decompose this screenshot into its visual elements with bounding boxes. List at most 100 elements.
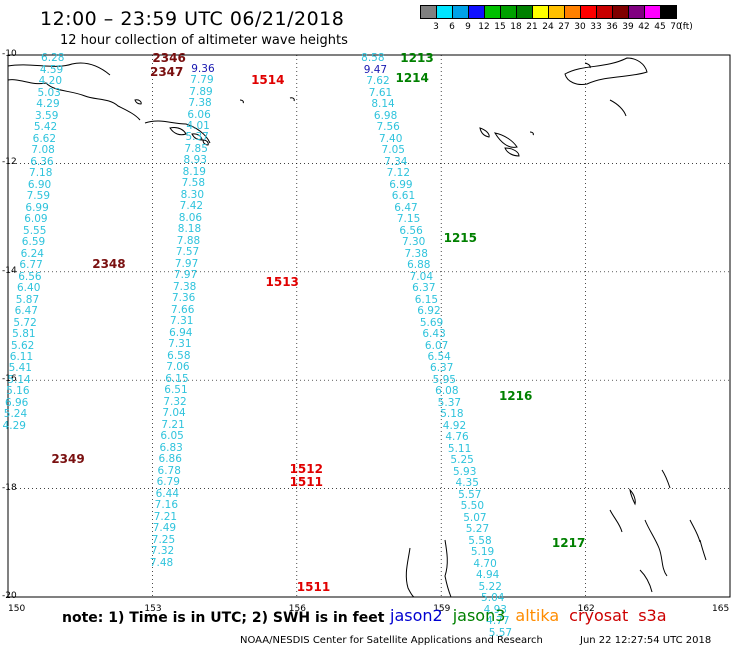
track-jason3-1213-value: 8.14 [371,97,395,110]
track-s3a-1514-value: 6.78 [157,464,181,477]
island-3 [202,139,209,146]
legend-label-15: 15 [494,22,506,32]
track-cryosat-2346-value: 6.36 [30,155,54,168]
pass-label-cryosat-2349: 2349 [51,451,85,466]
track-jason3-1213-value: 6.15 [414,293,439,306]
track-cryosat-2346-value: 6.96 [4,396,29,409]
track-cryosat-2346-value: 5.55 [23,224,47,237]
track-jason3-1213-value: 5.37 [437,396,462,409]
track-jason3-1213-value: 6.54 [427,350,451,363]
lat-tick--20: -20 [2,591,17,601]
track-cryosat-2346-value: 5.14 [7,373,31,386]
track-jason3-1213-value: 5.25 [450,454,474,467]
track-cryosat-2346-value: 5.03 [37,86,61,99]
pass-label-s3a-1512: 1512 [289,461,323,476]
track-s3a-1514-value: 5.37 [185,131,209,144]
reef-4 [644,519,668,577]
track-s3a-1514-value: 6.58 [167,349,191,362]
track-cryosat-2346-value: 6.56 [18,270,42,283]
legend-swatches [420,5,677,19]
pass-label-jason3-1217: 1217 [551,536,586,551]
lon-tick-156: 156 [288,604,306,614]
track-jason3-1213-value: 6.43 [422,327,446,340]
track-jason3-1213-value: 7.34 [384,155,408,168]
track-jason3-1213-value: 5.93 [452,465,477,478]
track-s3a-1514-value: 7.57 [175,246,200,259]
track-cryosat-2346-value: 5.16 [6,385,30,398]
track-jason3-1213-value: 6.07 [424,339,449,352]
pass-label-cryosat-2347: 2347 [149,64,184,79]
track-cryosat-2346-value: 5.81 [12,327,36,340]
track-cryosat-2346-value: 4.20 [38,74,63,87]
map-subtitle: 12 hour collection of altimeter wave hei… [60,33,348,48]
track-s3a-1514-value: 6.05 [160,429,184,442]
satellite-name-jason2: jason2 [390,606,443,625]
track-s3a-1514-value: 4.01 [186,119,210,132]
track-s3a-1514-value: 7.38 [172,280,197,293]
lon-tick-150: 150 [8,604,26,614]
track-s3a-1514-value: 8.06 [178,211,203,224]
track-cryosat-2346-value: 6.77 [19,258,43,271]
track-s3a-1514-value: 8.18 [177,223,202,236]
track-jason3-1213-value: 4.77 [486,615,510,628]
track-cryosat-2346-value: 6.40 [16,281,41,294]
track-s3a-1514-value: 7.32 [150,544,175,557]
track-s3a-1514-value: 8.30 [180,188,205,201]
track-jason3-1213-value: 6.47 [394,201,418,214]
track-jason3-1213-value: 7.05 [381,143,405,156]
satellite-name-s3a: s3a [638,606,667,625]
pass-label-s3a-1511: 1511 [289,475,323,490]
legend-labels: 3 6 9 12 15 18 21 24 27 30 33 36 39 42 45 70 (ft) [420,22,720,34]
pass-label-jason3-1215: 1215 [443,230,477,245]
track-s3a-1514-value: 7.49 [152,521,177,534]
pass-label-s3a-1511: 1511 [296,579,331,594]
track-jason3-1213-value: 7.38 [404,247,428,260]
track-cryosat-2346-value: 6.90 [27,178,52,191]
lon-tick-159: 159 [433,604,451,614]
lat-tick--18: -18 [2,482,17,493]
track-cryosat-2346-value: 5.42 [33,120,58,133]
legend-label-3: 3 [433,22,439,32]
island-1 [169,127,187,136]
track-jason3-1213-value: 6.98 [373,109,398,122]
map-title: 12:00 – 23:59 UTC 06/21/2018 [40,8,345,30]
reef-3 [629,488,636,506]
coast-new-guinea-east [7,79,141,121]
track-jason3-1213-value: 5.69 [419,316,444,329]
solomon-7 [609,99,627,117]
track-jason3-1213-value: 5.57 [458,488,482,501]
track-jason3-1213-value: 4.94 [475,569,500,582]
track-cryosat-2346-value: 5.41 [8,362,32,375]
track-s3a-1514-value: 7.97 [173,269,198,282]
track-cryosat-2346-value: 7.18 [29,166,53,179]
legend-label-27: 27 [558,22,570,32]
pass-label-s3a-1514: 1514 [251,72,285,87]
legend-label-21: 21 [526,22,538,32]
track-s3a-1514-value: 6.15 [165,372,189,385]
track-s3a-1514-value: 7.79 [190,73,214,86]
coast-louisiade-islands [144,120,211,144]
track-jason3-1213-value: 5.18 [440,408,464,421]
track-cryosat-2346-value: 6.47 [14,304,38,317]
track-s3a-1514-value: 7.06 [166,361,190,374]
track-s3a-1514-value: 6.79 [156,475,180,488]
reef-8 [639,569,653,593]
reef-5 [661,469,671,489]
pass-label-jason3-1213: 1213 [400,51,434,66]
track-jason3-1213-value: 6.37 [430,362,454,375]
track-s3a-1514-value: 7.25 [151,533,176,546]
track-jason3-1213-value: 4.35 [455,477,479,490]
australia-coast [405,547,415,598]
track-jason3-1213-value: 7.61 [368,86,393,99]
track-jason3-1213-value: 7.62 [366,74,390,87]
footer-timestamp: Jun 22 12:27:54 UTC 2018 [580,635,712,646]
solomon-6 [584,62,591,69]
solomon-2 [479,127,490,138]
track-jason3-1213-value: 7.30 [401,235,426,248]
track-s3a-1514-value: 6.44 [155,487,180,500]
track-s3a-1514-value: 8.93 [183,154,207,167]
legend-label-30: 30 [574,22,586,32]
track-jason3-1213-value: 6.88 [407,258,431,271]
track-cryosat-2346-value: 6.09 [24,212,48,225]
reef-2 [609,509,623,533]
